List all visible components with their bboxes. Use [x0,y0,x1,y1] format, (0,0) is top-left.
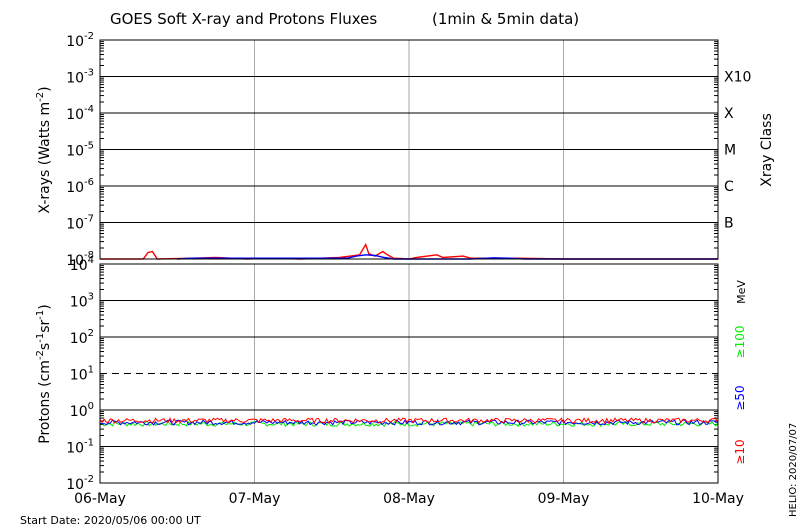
x-axis-labels: 06-May 07-May 08-May 09-May 10-May [74,491,744,507]
xray-y-tick-label: 10-7 [66,214,94,233]
proton-y-tick-label: 10-1 [66,438,94,457]
chart-subtitle: (1min & 5min data) [432,10,579,28]
xray-class-label: B [724,216,734,232]
xray-class-labels: X10 X M C B [724,70,751,232]
proton-y-tick-label: 101 [70,365,94,384]
proton-y-tick-label: 103 [70,292,94,311]
proton-panel-grid [100,264,718,483]
proton-series-line [99,420,719,428]
start-date-label: Start Date: 2020/05/06 00:00 UT [20,514,201,527]
proton-y-ticks: 104 103 102 101 100 10-1 10-2 [66,255,94,493]
x-axis-tick-label: 08-May [383,491,435,507]
xray-y-tick-label: 10-6 [66,177,94,196]
proton-channel-label: ≥10 [733,439,747,464]
proton-channel-legend: ≥100 ≥50 ≥10 [733,326,747,465]
proton-y-tick-label: 100 [70,401,94,420]
xray-panel-frame [99,39,719,260]
xray-y-tick-label: 10-4 [66,104,94,123]
x-axis-tick-label: 10-May [692,491,744,507]
xray-panel-grid [100,40,718,259]
xray-class-label: X10 [724,70,751,86]
xray-y-ticks: 10-2 10-3 10-4 10-5 10-6 10-7 10-8 [66,31,94,269]
proton-channel-label: ≥100 [733,326,747,359]
proton-y-tick-label: 10-2 [66,474,94,493]
xray-class-label: M [724,143,736,159]
xray-class-label: C [724,179,734,195]
chart-title: GOES Soft X-ray and Protons Fluxes [110,10,377,28]
xray-series-line [177,254,718,260]
xray-class-title: Xray Class [759,113,775,187]
proton-series-line [99,417,719,424]
xray-y-tick-label: 10-3 [66,68,94,87]
proton-series-line [99,419,719,426]
proton-y-tick-label: 104 [70,255,94,274]
xray-y-tick-label: 10-2 [66,31,94,50]
proton-panel-frame [99,263,719,484]
proton-channel-label: ≥50 [733,385,747,410]
proton-series-group [99,417,719,428]
proton-y-axis-label: Protons (cm-2s-1sr-1) [35,304,53,443]
proton-unit-label: MeV [735,280,748,304]
xray-y-axis-label: X-rays (Watts m-2) [35,86,53,213]
xray-class-label: X [724,106,734,122]
x-axis-tick-label: 06-May [74,491,126,507]
x-axis-tick-label: 09-May [538,491,590,507]
proton-y-tick-label: 102 [70,328,94,347]
xray-y-tick-label: 10-5 [66,141,94,160]
xray-y-tick-label: 10-8 [66,250,94,269]
helio-credit: HELIO: 2020/07/07 [788,423,799,517]
x-axis-tick-label: 07-May [229,491,281,507]
